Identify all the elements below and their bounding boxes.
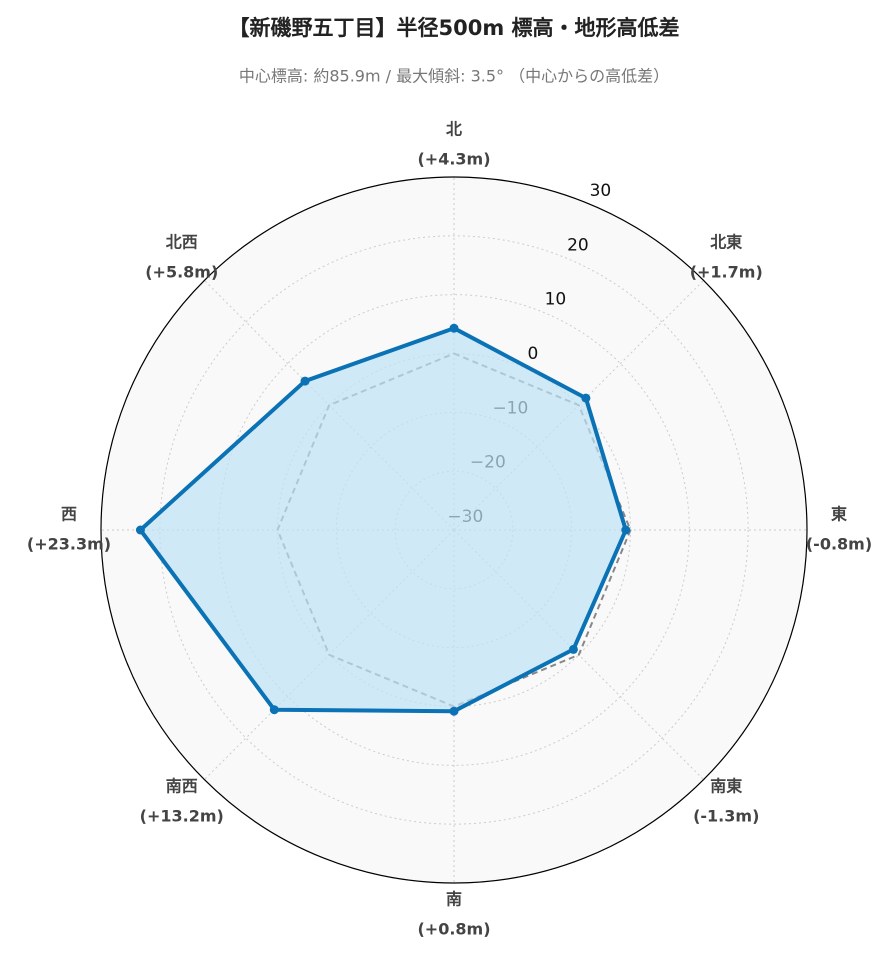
category-value-label: (-0.8m) bbox=[806, 535, 872, 554]
data-point bbox=[449, 706, 459, 716]
category-label: 北西 bbox=[166, 232, 198, 251]
grid-circle bbox=[159, 235, 749, 825]
chart-title: 【新磯野五丁目】半径500m 標高・地形高低差 bbox=[228, 16, 679, 40]
data-point bbox=[621, 525, 631, 535]
category-value-label: (+13.2m) bbox=[140, 807, 224, 826]
category-value-label: (+23.3m) bbox=[27, 535, 111, 554]
radial-tick-label: 10 bbox=[545, 290, 567, 310]
category-label: 南 bbox=[446, 890, 462, 909]
radial-tick-label: 30 bbox=[590, 181, 612, 201]
data-point bbox=[449, 323, 459, 333]
series-area bbox=[140, 328, 626, 712]
category-value-label: (-1.3m) bbox=[693, 807, 759, 826]
category-value-label: (+4.3m) bbox=[417, 150, 490, 169]
category-value-label: (+5.8m) bbox=[145, 262, 218, 281]
category-value-label: (+0.8m) bbox=[417, 920, 490, 939]
plot-border bbox=[100, 176, 808, 884]
category-label: 西 bbox=[61, 505, 77, 524]
radial-tick-label: 0 bbox=[527, 344, 538, 364]
category-label: 南東 bbox=[710, 777, 742, 796]
category-label: 東 bbox=[831, 505, 847, 524]
data-point bbox=[135, 525, 145, 535]
data-point bbox=[300, 376, 310, 386]
category-label: 北東 bbox=[710, 232, 742, 251]
data-point bbox=[269, 705, 279, 715]
data-point bbox=[581, 393, 591, 403]
radial-tick-label: 20 bbox=[567, 235, 589, 255]
category-label: 北 bbox=[446, 120, 462, 139]
chart-subtitle: 中心標高: 約85.9m / 最大傾斜: 3.5° （中心からの高低差） bbox=[239, 67, 669, 86]
category-label: 南西 bbox=[166, 777, 198, 796]
category-value-label: (+1.7m) bbox=[690, 262, 763, 281]
data-point bbox=[568, 644, 578, 654]
